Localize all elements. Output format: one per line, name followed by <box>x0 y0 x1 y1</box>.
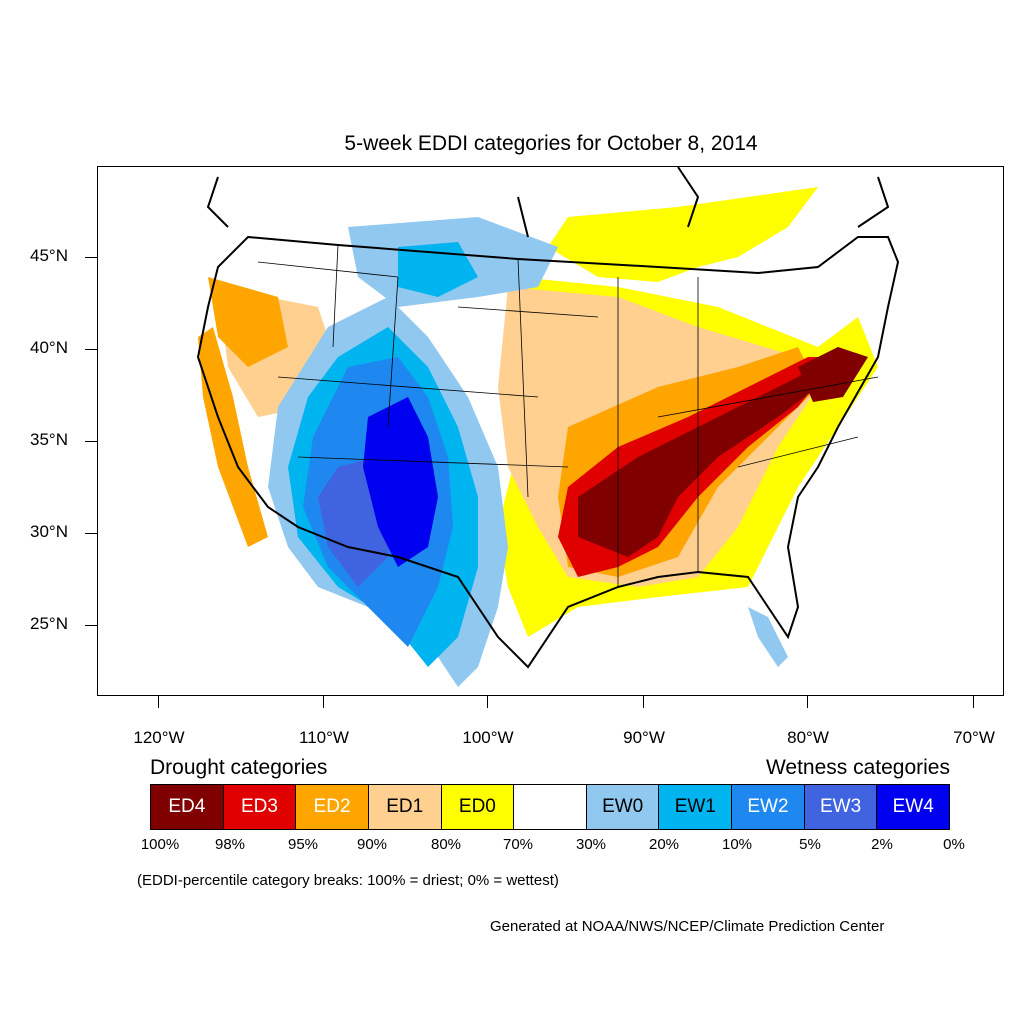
legend-swatch-ew2: EW2 <box>732 785 805 829</box>
break-label: 20% <box>648 836 680 853</box>
legend-swatch-ed3: ED3 <box>223 785 297 829</box>
legend-label: EW1 <box>674 796 716 817</box>
legend-label: ED2 <box>313 796 351 817</box>
legend-swatch-ew0: EW0 <box>586 785 660 829</box>
break-label: 0% <box>943 836 965 853</box>
break-label: 30% <box>575 836 607 853</box>
break-label: 10% <box>721 836 753 853</box>
legend-swatch-ew3: EW3 <box>804 785 878 829</box>
lon-label-70w: 70°W <box>953 728 995 747</box>
map-title: 5-week EDDI categories for October 8, 20… <box>344 132 758 155</box>
break-label: 5% <box>799 836 821 853</box>
legend-swatch-ed4: ED4 <box>151 785 224 829</box>
ed-westcoast <box>198 327 268 547</box>
legend-swatch-ed0: ED0 <box>441 785 515 829</box>
lon-tick <box>643 696 644 708</box>
lon-label-90w: 90°W <box>623 728 665 747</box>
legend-label: EW0 <box>602 796 644 817</box>
break-label: 2% <box>871 836 893 853</box>
lat-tick <box>85 533 97 534</box>
legend-label: EW2 <box>747 796 789 817</box>
legend-label: ED3 <box>240 796 278 817</box>
wetness-heading: Wetness categories <box>765 756 950 779</box>
lon-label-120w: 120°W <box>133 728 185 747</box>
break-label: 70% <box>502 836 534 853</box>
lat-tick <box>85 625 97 626</box>
canada-coast <box>206 167 890 238</box>
legend-label: EW3 <box>819 796 862 817</box>
break-label: 95% <box>287 836 319 853</box>
lon-tick <box>158 696 159 708</box>
legend-label: ED0 <box>458 796 496 817</box>
legend-swatch-ew4: EW4 <box>877 785 950 829</box>
legend-note: (EDDI-percentile category breaks: 100% =… <box>137 872 559 889</box>
lon-label-110w: 110°W <box>299 728 349 747</box>
lat-label-35: 35°N <box>30 430 68 449</box>
lon-tick <box>807 696 808 708</box>
ew1-north <box>398 242 478 297</box>
lon-tick <box>487 696 488 708</box>
break-label: 80% <box>430 836 462 853</box>
lat-label-40: 40°N <box>30 338 68 357</box>
us-outline <box>196 235 900 669</box>
lat-tick <box>85 257 97 258</box>
ew-florida <box>748 607 788 667</box>
lon-tick <box>973 696 974 708</box>
lat-label-30: 30°N <box>30 522 68 541</box>
category-legend: ED4 ED3 ED2 ED1 ED0 EW0 EW1 EW2 EW3 EW4 <box>150 784 950 830</box>
lon-tick <box>323 696 324 708</box>
legend-swatch-neutral <box>514 785 587 829</box>
legend-swatch-ed1: ED1 <box>368 785 442 829</box>
break-label: 100% <box>140 836 180 853</box>
eddi-map <box>97 166 1004 696</box>
lat-label-45: 45°N <box>30 246 68 265</box>
lat-tick <box>85 349 97 350</box>
drought-heading: Drought categories <box>150 756 328 779</box>
ed4-region <box>578 357 828 557</box>
break-label: 90% <box>356 836 388 853</box>
credit-line: Generated at NOAA/NWS/NCEP/Climate Predi… <box>490 918 885 935</box>
legend-swatch-ew1: EW1 <box>659 785 733 829</box>
legend-swatch-ed2: ED2 <box>296 785 369 829</box>
lat-label-25: 25°N <box>30 614 68 633</box>
legend-label: EW4 <box>892 796 934 817</box>
state-lines <box>257 244 879 587</box>
lon-label-80w: 80°W <box>787 728 829 747</box>
ed0-north-band <box>548 187 818 282</box>
break-label: 98% <box>214 836 246 853</box>
legend-label: ED4 <box>168 796 206 817</box>
lat-tick <box>85 441 97 442</box>
map-canvas <box>196 167 900 687</box>
lon-label-100w: 100°W <box>462 728 514 747</box>
ew4-region <box>363 397 438 567</box>
legend-label: ED1 <box>386 796 424 817</box>
ed2-west <box>208 277 288 367</box>
